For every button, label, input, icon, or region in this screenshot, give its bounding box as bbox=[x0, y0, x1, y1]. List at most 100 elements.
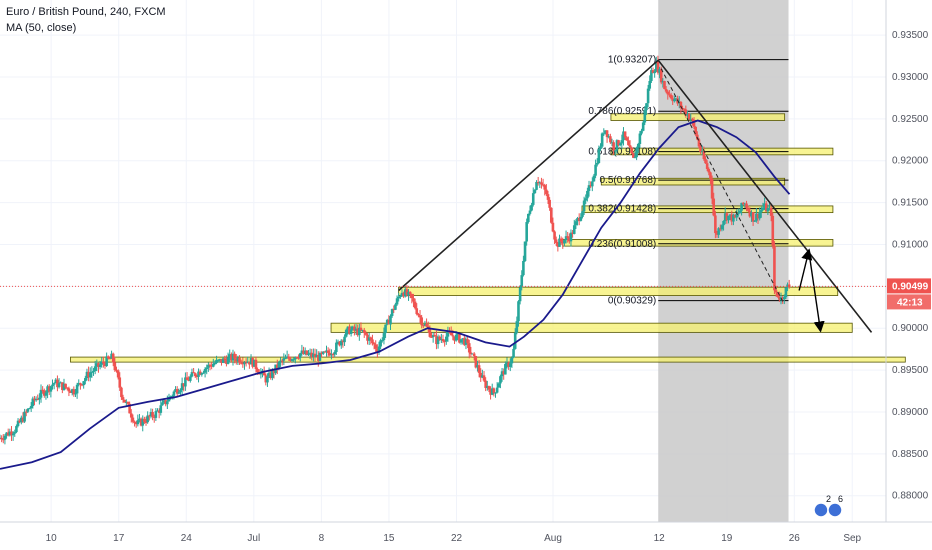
candle-body bbox=[646, 88, 650, 104]
candle-body bbox=[408, 291, 412, 294]
fib-retracement-levels[interactable]: 1(0.93207) 0.786(0.92591) 0.618(0.92108) 0.… bbox=[588, 55, 789, 307]
candle-body bbox=[489, 389, 492, 395]
candle-body bbox=[513, 332, 517, 349]
candle-body bbox=[175, 389, 179, 394]
candle-body bbox=[530, 204, 533, 211]
trendline bbox=[398, 59, 659, 292]
candle-body bbox=[354, 328, 358, 331]
candle-body bbox=[376, 348, 379, 353]
candle-body bbox=[551, 222, 555, 232]
candle-body bbox=[641, 122, 645, 131]
candle-body bbox=[26, 408, 30, 412]
candle-body bbox=[115, 370, 118, 372]
candle-body bbox=[438, 336, 442, 340]
candle-body bbox=[663, 81, 666, 90]
candle-body bbox=[344, 329, 348, 337]
candle-body bbox=[661, 81, 665, 83]
candle-body bbox=[210, 365, 213, 367]
event-badge-icon-right[interactable] bbox=[827, 502, 843, 518]
candle-body bbox=[727, 215, 730, 221]
candle-body bbox=[510, 357, 514, 364]
event-badge-icon-left[interactable] bbox=[813, 502, 829, 518]
candle-body bbox=[338, 341, 341, 346]
candle-body bbox=[364, 332, 368, 335]
moving-average-line bbox=[0, 119, 791, 470]
candle-body bbox=[763, 203, 766, 208]
candle-body bbox=[441, 339, 445, 342]
candle-body bbox=[90, 371, 94, 373]
y-tick-label: 0.92000 bbox=[892, 156, 929, 167]
support-resistance-zones[interactable] bbox=[70, 113, 906, 363]
candle-body bbox=[625, 137, 629, 141]
candle-body bbox=[728, 214, 732, 216]
candle-body bbox=[69, 391, 72, 394]
candle-body bbox=[200, 373, 204, 375]
candle-body bbox=[556, 242, 560, 247]
candle-body bbox=[161, 402, 164, 406]
candle-body bbox=[782, 297, 786, 300]
candle-body bbox=[185, 377, 189, 380]
candle-body bbox=[105, 356, 108, 367]
candle-body bbox=[423, 323, 427, 326]
candle-body bbox=[133, 421, 136, 423]
candle-body bbox=[351, 326, 355, 330]
candle-body bbox=[615, 140, 619, 151]
candle-body bbox=[57, 383, 61, 388]
fib-level-label: 0.236(0.91008) bbox=[588, 239, 656, 250]
candle-body bbox=[80, 384, 84, 386]
candle-body bbox=[769, 207, 773, 216]
candle-body bbox=[120, 387, 123, 398]
candle-body bbox=[349, 329, 353, 334]
event-badge[interactable]: 2 6 bbox=[813, 494, 843, 518]
candle-body bbox=[481, 375, 484, 378]
candle-body bbox=[669, 94, 673, 99]
candle-body bbox=[180, 383, 184, 391]
candle-body bbox=[308, 352, 312, 354]
candle-body bbox=[47, 386, 51, 392]
candle-body bbox=[134, 422, 138, 425]
fib-level-label: 0.5(0.91768) bbox=[600, 175, 657, 186]
candle-body bbox=[771, 215, 775, 246]
candle-body bbox=[284, 358, 287, 360]
candle-body bbox=[499, 376, 502, 384]
candle-body bbox=[65, 387, 69, 389]
candle-body bbox=[72, 389, 76, 395]
candle-body bbox=[384, 324, 387, 334]
trendlines[interactable] bbox=[398, 59, 873, 333]
candle-body bbox=[11, 433, 15, 436]
candle-body bbox=[300, 350, 304, 354]
candle-body bbox=[18, 420, 21, 423]
candle-body bbox=[737, 213, 740, 215]
candle-body bbox=[664, 89, 668, 92]
candle-body bbox=[440, 339, 443, 341]
candle-body bbox=[474, 355, 478, 368]
fib-level-label: 0.786(0.92591) bbox=[588, 106, 656, 117]
candle-body bbox=[472, 353, 476, 356]
candle-body bbox=[292, 359, 295, 361]
candle-body bbox=[515, 321, 519, 333]
candle-body bbox=[507, 362, 510, 367]
candle-body bbox=[346, 326, 350, 330]
candle-body bbox=[709, 172, 712, 179]
candle-body bbox=[605, 130, 609, 138]
candle-body bbox=[533, 189, 537, 194]
candle-body bbox=[589, 185, 592, 187]
candle-body bbox=[758, 212, 761, 219]
candle-body bbox=[294, 357, 297, 360]
candle-body bbox=[13, 432, 17, 434]
candle-body bbox=[490, 388, 494, 395]
candle-body bbox=[280, 360, 284, 362]
candle-body bbox=[390, 309, 394, 316]
candle-body bbox=[484, 380, 487, 388]
candle-body bbox=[202, 372, 205, 374]
countdown-tag bbox=[887, 294, 931, 310]
candle-body bbox=[169, 396, 172, 398]
candle-body bbox=[220, 359, 223, 363]
candle-body bbox=[231, 353, 235, 361]
candle-body bbox=[129, 413, 133, 418]
y-tick-label: 0.89500 bbox=[892, 365, 929, 376]
candle-body bbox=[454, 334, 458, 341]
candle-body bbox=[553, 231, 556, 240]
candle-body bbox=[638, 133, 642, 144]
